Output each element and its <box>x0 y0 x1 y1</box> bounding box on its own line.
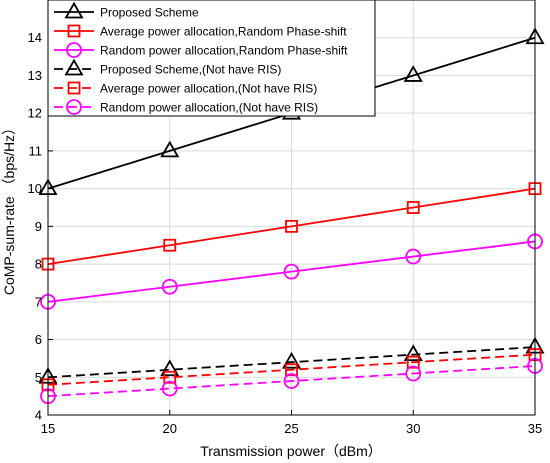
y-tick-label: 9 <box>35 219 42 234</box>
plot-frame <box>47 0 536 416</box>
series-line <box>47 353 536 386</box>
data-point <box>403 65 423 82</box>
legend-label: Proposed Scheme,(Not have RIS) <box>100 63 281 77</box>
y-tick-label: 4 <box>35 408 42 423</box>
y-tick-label: 13 <box>28 68 42 83</box>
x-tick-labels: 15 20 25 30 35 <box>41 421 542 436</box>
x-tick-label: 15 <box>41 421 55 436</box>
data-point <box>163 370 177 384</box>
data-point <box>163 238 177 252</box>
y-tick-label: 8 <box>35 257 42 272</box>
data-point <box>403 344 423 362</box>
x-tick-label: 20 <box>163 421 177 436</box>
data-point <box>161 380 178 397</box>
series-line <box>47 346 536 379</box>
series-line <box>47 240 536 303</box>
data-point <box>405 365 422 382</box>
y-tick-label: 6 <box>35 332 42 347</box>
x-tick-label: 30 <box>406 421 420 436</box>
data-point <box>285 363 298 377</box>
data-point <box>285 219 298 233</box>
legend-box <box>47 0 376 117</box>
data-point <box>281 351 302 369</box>
data-point <box>406 201 420 214</box>
legend-label: Average power allocation,Random Phase-sh… <box>100 25 347 39</box>
data-point <box>160 140 180 158</box>
legend-marker <box>67 24 81 38</box>
y-axis-label: CoMP-sum-rate （bps/Hz） <box>1 121 17 295</box>
legend-marker <box>64 58 84 76</box>
y-tick-labels: 4 5 6 7 8 9 10 11 12 13 14 <box>28 30 42 422</box>
data-point <box>161 278 178 295</box>
legend-marker <box>66 99 82 115</box>
data-point <box>405 248 422 265</box>
legend-label: Average power allocation,(Not have RIS) <box>100 82 317 96</box>
y-tick-label: 11 <box>29 143 43 158</box>
y-tick-label: 14 <box>28 30 42 45</box>
series-line <box>47 365 536 398</box>
x-tick-label: 25 <box>284 421 298 436</box>
legend-label: Random power allocation,(Not have RIS) <box>100 101 318 115</box>
y-tick-label: 10 <box>28 181 42 196</box>
y-tick-label: 12 <box>28 106 42 121</box>
series-line <box>47 187 536 265</box>
legend: Proposed Scheme Average power allocation,… <box>47 0 376 117</box>
legend-marker <box>67 81 81 95</box>
x-axis-label: Transmission power（dBm） <box>200 443 382 459</box>
legend-label: Proposed Scheme <box>100 6 199 20</box>
y-tick-label: 5 <box>35 370 42 385</box>
legend-marker <box>64 1 84 19</box>
x-tick-label: 35 <box>528 421 542 436</box>
data-point <box>283 373 300 389</box>
legend-label: Random power allocation,Random Phase-shi… <box>100 44 348 58</box>
data-point <box>160 359 180 377</box>
data-point <box>283 263 300 280</box>
series-4 <box>38 336 545 384</box>
legend-marker <box>66 42 82 58</box>
y-tick-label: 7 <box>35 294 42 309</box>
data-point <box>406 355 420 369</box>
